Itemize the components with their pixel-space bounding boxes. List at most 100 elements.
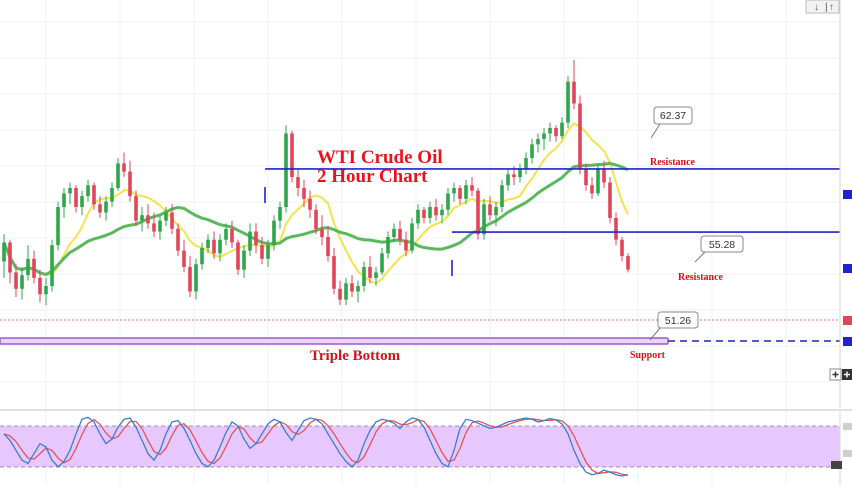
candle [452, 187, 456, 194]
candle [326, 237, 330, 257]
candle [20, 275, 24, 289]
candle [416, 209, 420, 224]
candle [488, 204, 492, 216]
candle [470, 185, 474, 191]
candle [242, 250, 246, 270]
candle [62, 193, 66, 208]
candle [206, 239, 210, 248]
candle [188, 266, 192, 292]
callout-high-value: 62.37 [660, 110, 686, 122]
stochastic-band [0, 426, 840, 467]
candle [494, 207, 498, 216]
candle [506, 174, 510, 186]
candle [386, 237, 390, 254]
candle [314, 209, 318, 229]
candle [596, 168, 600, 194]
candle [368, 266, 372, 278]
candle [608, 182, 612, 218]
candle [308, 198, 312, 210]
candle [572, 81, 576, 104]
stochastic-axis-tag-upper [843, 423, 852, 430]
candle [2, 242, 6, 262]
candle [548, 128, 552, 134]
candle [542, 133, 546, 139]
candle [146, 215, 150, 224]
candle [50, 245, 54, 287]
candle [428, 207, 432, 218]
callout-low-value: 51.26 [665, 315, 691, 327]
candle [80, 196, 84, 208]
sort-arrows-button[interactable]: ↓ | ↑ [805, 0, 840, 14]
candle [290, 133, 294, 178]
stochastic-pane [0, 411, 852, 485]
candle [32, 258, 36, 278]
candle [320, 228, 324, 238]
resistance-lower-label: Resistance [678, 272, 724, 283]
candle [434, 207, 438, 216]
chart-title-line2: 2 Hour Chart [317, 166, 428, 187]
candle [476, 190, 480, 235]
callout-low: 51.26 [649, 311, 699, 341]
candle [626, 256, 630, 270]
candle [482, 204, 486, 235]
candle [44, 286, 48, 295]
stochastic-axis-tag-mid [843, 450, 852, 457]
candle [128, 171, 132, 197]
candle [104, 201, 108, 213]
candle [92, 185, 96, 205]
candle [530, 144, 534, 158]
candle [212, 239, 216, 254]
candle [278, 207, 282, 221]
plus-button[interactable] [829, 368, 842, 381]
candle [236, 242, 240, 270]
triple-bottom-label: Triple Bottom [310, 348, 401, 364]
candle [56, 207, 60, 246]
candle [284, 133, 288, 208]
support-label: Support [630, 350, 666, 361]
candle [98, 204, 102, 213]
candle [500, 185, 504, 208]
candle [446, 193, 450, 210]
candle [224, 228, 228, 240]
candle [536, 138, 540, 145]
candle [296, 177, 300, 188]
candle [182, 250, 186, 267]
candle [350, 283, 354, 292]
stochastic-k-line [3, 416, 629, 477]
candle [560, 122, 564, 137]
candle [134, 196, 138, 221]
candle [266, 245, 270, 259]
candle [578, 103, 582, 169]
callout-mid-value: 55.28 [709, 239, 735, 251]
candle [362, 266, 366, 287]
sma-fast-line [3, 122, 629, 285]
candle [122, 163, 126, 172]
candle [248, 231, 252, 251]
resistance-upper-label: Resistance [650, 157, 696, 168]
candle [26, 258, 30, 276]
candle [86, 185, 90, 197]
candle [584, 168, 588, 186]
candle [512, 174, 516, 178]
callout-high: 62.37 [650, 106, 693, 139]
candle [344, 283, 348, 300]
candle [68, 187, 72, 194]
crosshair-button[interactable] [842, 369, 852, 380]
candle [380, 253, 384, 273]
candle [218, 239, 222, 254]
chart-title-line1: WTI Crude Oil [317, 147, 443, 168]
price-tag-resistance-upper [843, 190, 852, 199]
candle [200, 247, 204, 265]
candle [158, 220, 162, 232]
plus-icon [832, 371, 839, 378]
candle [74, 187, 78, 208]
candle [38, 277, 42, 295]
candle [254, 231, 258, 246]
candle [272, 220, 276, 246]
candle [176, 228, 180, 251]
candle [110, 187, 114, 202]
support-band [0, 337, 669, 345]
candle [260, 245, 264, 259]
price-tag-resistance-lower [843, 264, 852, 273]
